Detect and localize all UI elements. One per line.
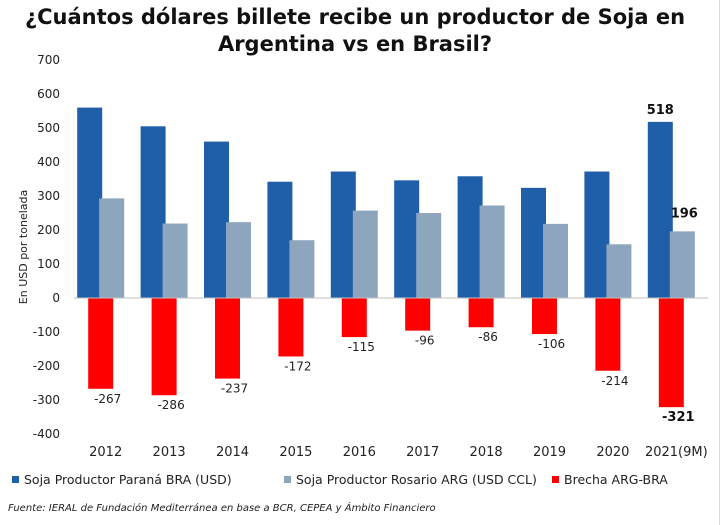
bar-argentina (352, 210, 378, 298)
data-label-brecha: -321 (662, 410, 695, 425)
x-tick-label: 2020 (596, 445, 629, 460)
bar-argentina (162, 223, 188, 298)
bar-argentina (479, 205, 505, 298)
bar-argentina (289, 240, 315, 298)
data-label-brecha: -172 (284, 359, 311, 373)
y-axis-label: En USD por tonelada (17, 190, 30, 304)
legend-item-brasil: Soja Productor Paraná BRA (USD) (12, 472, 232, 487)
x-tick-label: 2021(9M) (645, 445, 708, 460)
y-tick-label: 600 (37, 87, 60, 101)
y-tick-label: 700 (37, 53, 60, 67)
bar-brasil (584, 171, 610, 298)
bar-brasil (394, 180, 420, 298)
data-label-brecha: -106 (538, 337, 565, 351)
y-tick-label: -400 (33, 427, 60, 441)
data-label-brecha: -214 (601, 374, 628, 388)
bar-chart: 700 600 500 400 300 200 100 0 -100 -200 -300 -400 En… (17, 53, 708, 460)
x-tick-label: 2018 (470, 445, 503, 460)
y-tick-label: 200 (37, 223, 60, 237)
bar-brasil (330, 171, 356, 298)
y-tick-label: -200 (33, 359, 60, 373)
bar-brasil (457, 176, 483, 298)
x-tick-label: 2015 (279, 445, 312, 460)
data-label-brecha: -237 (221, 382, 248, 396)
x-tick-label: 2019 (533, 445, 566, 460)
data-label-brecha: -267 (94, 392, 121, 406)
data-label-argentina-last: 196 (671, 206, 698, 221)
x-tick-label: 2014 (216, 445, 249, 460)
bar-brasil (647, 121, 673, 298)
bar-argentina (543, 223, 568, 298)
bar-brasil (521, 187, 546, 298)
x-tick-label: 2013 (153, 445, 186, 460)
y-tick-label: 0 (52, 291, 60, 305)
bar-argentina (669, 231, 695, 298)
y-tick-label: -100 (33, 325, 60, 339)
bar-brecha (468, 298, 494, 328)
bar-brecha (405, 298, 431, 331)
y-tick-label: -300 (33, 393, 60, 407)
source-note: Fuente: IERAL de Fundación Mediterránea … (8, 503, 436, 514)
y-tick-label: 100 (37, 257, 60, 271)
data-label-brasil-last: 518 (647, 103, 674, 118)
bar-brecha (88, 298, 114, 389)
x-tick-label: 2017 (406, 445, 439, 460)
chart-title: ¿Cuántos dólares billete recibe un produ… (24, 5, 686, 56)
bar-brecha (532, 298, 557, 335)
data-label-brecha: -96 (415, 334, 435, 348)
x-tick-label: 2016 (343, 445, 376, 460)
data-label-brecha: -286 (157, 398, 184, 412)
data-label-brecha: -115 (348, 340, 375, 354)
data-label-brecha: -86 (478, 330, 498, 344)
y-tick-label: 400 (37, 155, 60, 169)
legend-label-brasil: Soja Productor Paraná BRA (USD) (24, 472, 232, 487)
legend-swatch-brecha (552, 476, 559, 483)
bar-argentina (606, 244, 632, 298)
bar-brasil (77, 107, 103, 298)
legend: Soja Productor Paraná BRA (USD) Soja Pro… (12, 472, 712, 490)
bar-brecha (278, 298, 304, 357)
y-tick-label: 300 (37, 189, 60, 203)
legend-label-argentina: Soja Productor Rosario ARG (USD CCL) (296, 472, 537, 487)
y-tick-label: 500 (37, 121, 60, 135)
legend-label-brecha: Brecha ARG-BRA (564, 472, 668, 487)
bar-brecha (341, 298, 367, 338)
bar-brecha (595, 298, 621, 371)
bar-brecha (215, 298, 240, 379)
legend-item-argentina: Soja Productor Rosario ARG (USD CCL) (284, 472, 537, 487)
legend-item-brecha: Brecha ARG-BRA (552, 472, 668, 487)
bar-brecha (658, 298, 684, 408)
bar-brecha (151, 298, 177, 396)
bar-argentina (226, 222, 251, 298)
bar-brasil (267, 181, 293, 298)
bar-brasil (140, 126, 166, 298)
x-tick-label: 2012 (89, 445, 122, 460)
bar-argentina (99, 198, 125, 298)
bar-brasil (204, 141, 229, 298)
legend-swatch-brasil (12, 476, 19, 483)
bar-argentina (416, 213, 442, 298)
legend-swatch-argentina (284, 476, 291, 483)
